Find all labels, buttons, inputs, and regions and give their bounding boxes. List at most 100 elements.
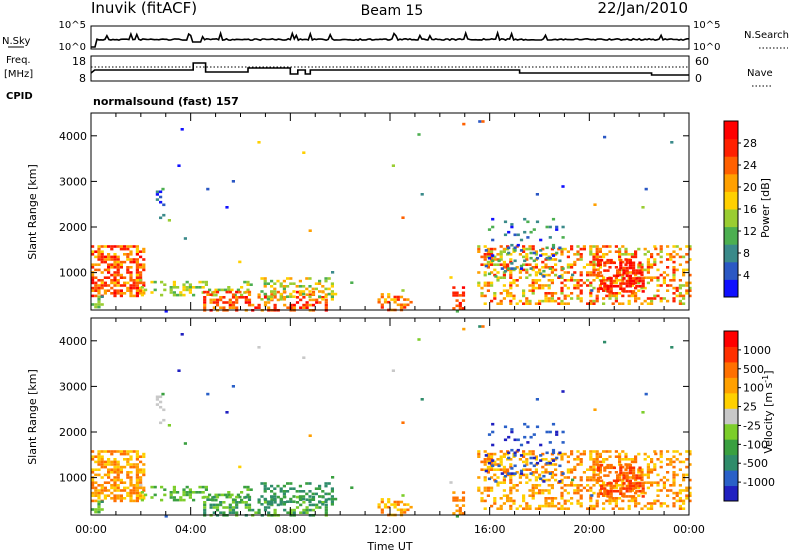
echo-cell bbox=[579, 497, 583, 500]
echo-cell bbox=[555, 433, 559, 436]
echo-cell bbox=[650, 502, 654, 505]
echo-cell bbox=[554, 504, 558, 508]
echo-cell bbox=[551, 246, 556, 250]
echo-cell bbox=[140, 498, 144, 502]
echo-cell bbox=[499, 481, 503, 484]
echo-cell bbox=[387, 293, 391, 296]
echo-cell bbox=[135, 455, 139, 458]
echo-cell bbox=[276, 290, 280, 294]
echo-cell bbox=[512, 297, 516, 300]
echo-cell bbox=[624, 263, 628, 266]
echo-cell bbox=[614, 504, 618, 508]
echo-cell bbox=[646, 271, 650, 274]
echo-cell bbox=[606, 482, 610, 485]
echo-cell bbox=[94, 250, 98, 253]
echo-cell bbox=[263, 497, 267, 501]
echo-cell bbox=[286, 500, 290, 503]
echo-cell bbox=[576, 489, 580, 492]
echo-cell bbox=[177, 164, 181, 167]
echo-cell bbox=[142, 263, 146, 266]
echo-cell bbox=[324, 484, 328, 488]
echo-cell bbox=[123, 281, 127, 285]
echo-cell bbox=[238, 501, 242, 504]
echo-cell bbox=[94, 289, 98, 292]
echo-cell bbox=[496, 468, 500, 471]
echo-cell bbox=[231, 303, 236, 307]
echo-cell bbox=[526, 220, 530, 224]
echo-cell bbox=[579, 489, 583, 492]
echo-cell bbox=[640, 476, 644, 479]
echo-cell bbox=[116, 284, 120, 287]
echo-cell bbox=[270, 490, 274, 493]
echo-cell bbox=[519, 264, 524, 268]
echo-cell bbox=[547, 279, 551, 282]
echo-cell bbox=[538, 473, 542, 477]
echo-cell bbox=[452, 291, 456, 295]
echo-cell bbox=[126, 476, 130, 479]
echo-cell bbox=[513, 259, 517, 263]
echo-cell bbox=[480, 460, 484, 464]
echo-cell bbox=[324, 277, 328, 280]
echo-cell bbox=[94, 303, 98, 306]
echo-cell bbox=[103, 245, 107, 248]
echo-cell bbox=[107, 255, 111, 259]
echo-cell bbox=[523, 259, 527, 263]
echo-cell bbox=[600, 274, 604, 278]
echo-cell bbox=[135, 476, 139, 479]
echo-cell bbox=[525, 258, 529, 261]
nsky-tick-top: 10^5 bbox=[59, 20, 86, 31]
echo-cell bbox=[576, 450, 580, 453]
echo-cell bbox=[129, 465, 133, 469]
echo-cell bbox=[612, 294, 616, 297]
echo-cell bbox=[595, 255, 599, 259]
echo-cell bbox=[129, 253, 133, 256]
echo-cell bbox=[119, 292, 123, 295]
echo-cell bbox=[490, 271, 494, 274]
echo-cell bbox=[123, 247, 127, 251]
echo-cell bbox=[688, 245, 692, 248]
echo-cell bbox=[179, 496, 183, 499]
echo-cell bbox=[160, 498, 164, 502]
echo-cell bbox=[563, 502, 567, 505]
echo-cell bbox=[139, 481, 143, 484]
echo-cell bbox=[541, 286, 545, 290]
echo-cell bbox=[625, 279, 629, 283]
echo-cell bbox=[548, 430, 552, 434]
echo-cell bbox=[139, 455, 143, 458]
echo-cell bbox=[267, 511, 271, 514]
echo-cell bbox=[282, 285, 286, 288]
echo-cell bbox=[286, 490, 290, 493]
echo-cell bbox=[603, 492, 607, 496]
echo-cell bbox=[97, 500, 101, 503]
echo-cell bbox=[212, 511, 216, 514]
echo-cell bbox=[550, 476, 554, 479]
echo-cell bbox=[119, 471, 123, 474]
echo-cell bbox=[480, 499, 484, 503]
echo-cell bbox=[113, 476, 117, 479]
echo-cell bbox=[246, 283, 250, 286]
echo-cell bbox=[162, 408, 166, 412]
echo-cell bbox=[126, 253, 130, 256]
echo-cell bbox=[324, 298, 328, 302]
echo-cell bbox=[263, 279, 267, 283]
echo-cell bbox=[566, 263, 570, 266]
echo-cell bbox=[222, 511, 226, 514]
echo-cell bbox=[97, 458, 101, 461]
echo-cell bbox=[669, 253, 673, 256]
echo-cell bbox=[625, 466, 629, 470]
colorbar-segment bbox=[724, 439, 738, 456]
echo-cell bbox=[455, 294, 459, 297]
echo-cell bbox=[182, 491, 186, 494]
echo-cell bbox=[605, 499, 609, 503]
echo-cell bbox=[616, 269, 620, 272]
echo-cell bbox=[477, 476, 481, 479]
echo-cell bbox=[455, 310, 459, 313]
echo-cell bbox=[132, 284, 136, 287]
echo-cell bbox=[399, 303, 404, 307]
echo-cell bbox=[516, 448, 520, 452]
echo-cell bbox=[561, 441, 565, 444]
echo-cell bbox=[458, 301, 462, 305]
echo-cell bbox=[113, 494, 117, 497]
echo-cell bbox=[586, 476, 590, 479]
echo-cell bbox=[486, 471, 490, 474]
